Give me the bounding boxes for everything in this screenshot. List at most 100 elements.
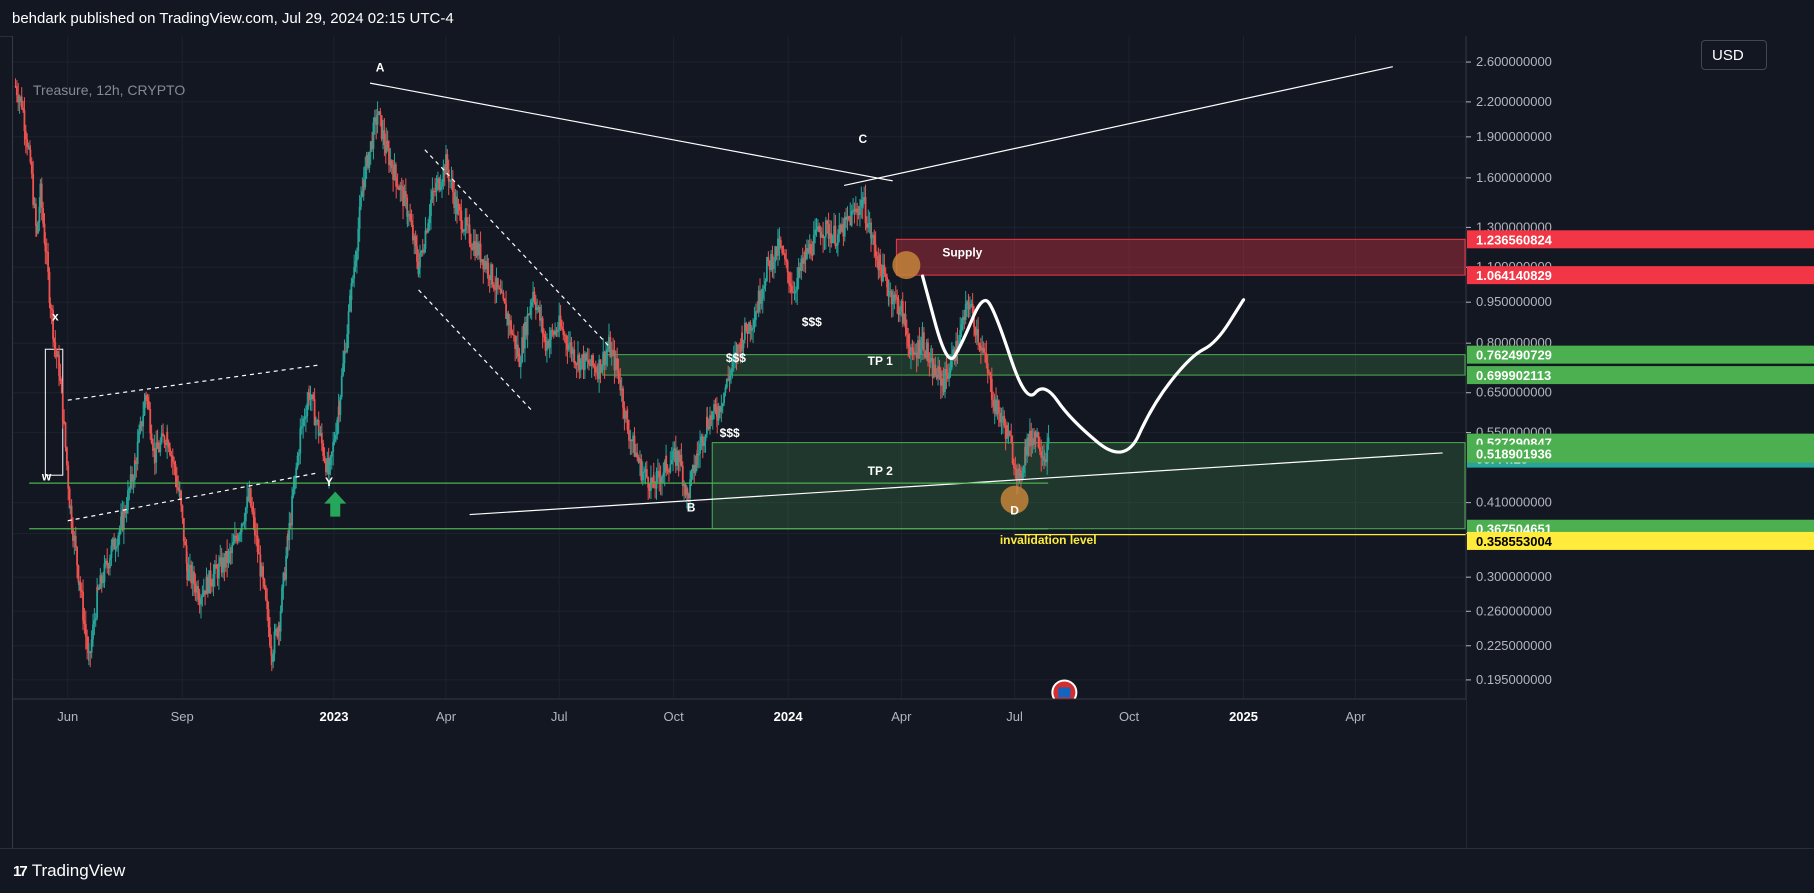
candle-body — [213, 564, 216, 575]
candle-body — [376, 114, 379, 125]
candle-body — [643, 471, 645, 473]
candle-body — [593, 365, 596, 368]
candle-body — [511, 333, 514, 335]
candle-body — [320, 432, 323, 444]
candle-body — [1014, 468, 1017, 470]
candle-body — [392, 168, 395, 180]
x-tick-label: Oct — [1119, 709, 1140, 724]
candle-body — [32, 173, 35, 205]
candle-body — [764, 281, 767, 286]
candle-body — [552, 331, 555, 335]
candle-body — [128, 488, 131, 491]
price-label: 0.358553004 — [1476, 534, 1553, 549]
candle-body — [73, 535, 76, 541]
candle-body — [731, 359, 734, 371]
candle-body — [173, 461, 176, 465]
annotation-label: TP 2 — [868, 464, 893, 478]
candle-body — [457, 203, 460, 207]
candle-body — [428, 216, 431, 224]
candle-body — [863, 197, 866, 202]
candle-body — [490, 264, 492, 280]
tradingview-logo[interactable]: 17 TradingView — [13, 861, 125, 881]
currency-button[interactable]: USD — [1701, 40, 1767, 70]
y-tick-label: 0.260000000 — [1476, 603, 1552, 618]
candle-body — [882, 264, 884, 282]
candle-body — [1006, 425, 1009, 438]
candle-body — [810, 244, 812, 255]
candle-body — [745, 323, 748, 331]
candle-body — [697, 453, 700, 456]
candle-body — [577, 354, 579, 365]
candle-body — [594, 367, 597, 373]
candle-body — [200, 597, 202, 605]
candle-body — [681, 465, 684, 486]
candle-body — [839, 225, 842, 232]
y-tick-label: 0.650000000 — [1476, 385, 1552, 400]
candle-body — [236, 538, 239, 541]
candle-body — [1013, 463, 1015, 469]
candle-body — [974, 327, 977, 336]
candle-body — [102, 582, 104, 584]
candle-body — [227, 551, 230, 563]
candle-body — [258, 552, 260, 555]
candle-body — [342, 363, 344, 376]
candle-body — [27, 146, 30, 148]
candle-body — [74, 535, 77, 548]
candle-body — [661, 476, 663, 483]
candle-body — [990, 378, 993, 400]
y-tick-label: 1.900000000 — [1476, 129, 1552, 144]
candle-body — [1004, 425, 1007, 439]
y-tick-label: 1.600000000 — [1476, 170, 1552, 185]
candle-body — [403, 191, 406, 206]
candle-body — [398, 187, 400, 191]
x-tick-label: Apr — [436, 709, 457, 724]
candle-body — [302, 418, 305, 427]
candle-body — [70, 505, 73, 528]
candle-body — [658, 471, 661, 478]
candle-body — [949, 367, 952, 373]
candle-body — [648, 487, 651, 491]
candle-body — [256, 535, 259, 553]
candle-body — [310, 394, 313, 399]
candle-body — [900, 301, 903, 304]
candle-body — [760, 298, 763, 304]
candle-body — [694, 465, 697, 474]
candle-body — [563, 334, 566, 336]
candle-body — [921, 337, 924, 350]
candle-body — [349, 295, 351, 312]
candle-body — [590, 355, 593, 366]
candle-body — [369, 141, 372, 152]
candle-body — [633, 435, 636, 457]
candle-body — [506, 313, 508, 319]
candle-body — [534, 301, 537, 311]
candle-body — [358, 206, 361, 229]
candle-body — [253, 517, 256, 536]
candle-body — [768, 260, 771, 270]
candle-body — [232, 542, 235, 545]
candle-body — [541, 318, 544, 334]
candle-body — [454, 196, 457, 208]
candle-body — [823, 236, 826, 239]
zone-tp-2 — [711, 442, 1466, 530]
candle-body — [215, 564, 218, 569]
candle-body — [736, 344, 739, 359]
candle-body — [1001, 416, 1004, 420]
price-chart[interactable]: A B C Dx w Y $$$ $$$ $$$ Supply TP 1 TP 2 invalidati… — [13, 36, 1814, 848]
price-label: 0.518901936 — [1476, 447, 1552, 462]
candle-body — [219, 557, 222, 564]
candle-body — [288, 522, 291, 541]
candle-body — [494, 288, 497, 290]
candle-body — [636, 452, 639, 458]
candle-body — [514, 335, 517, 349]
candle-body — [946, 374, 949, 379]
candle-body — [328, 464, 330, 475]
axes: 2.600000000 2.200000000 1.900000000 1.60000… — [13, 36, 1814, 848]
candle-body — [184, 541, 187, 546]
candle-body — [819, 231, 822, 238]
candle-body — [54, 342, 57, 351]
candle-body — [573, 349, 576, 364]
candle-body — [481, 259, 483, 263]
markers — [324, 251, 1078, 706]
candle-body — [281, 587, 283, 612]
